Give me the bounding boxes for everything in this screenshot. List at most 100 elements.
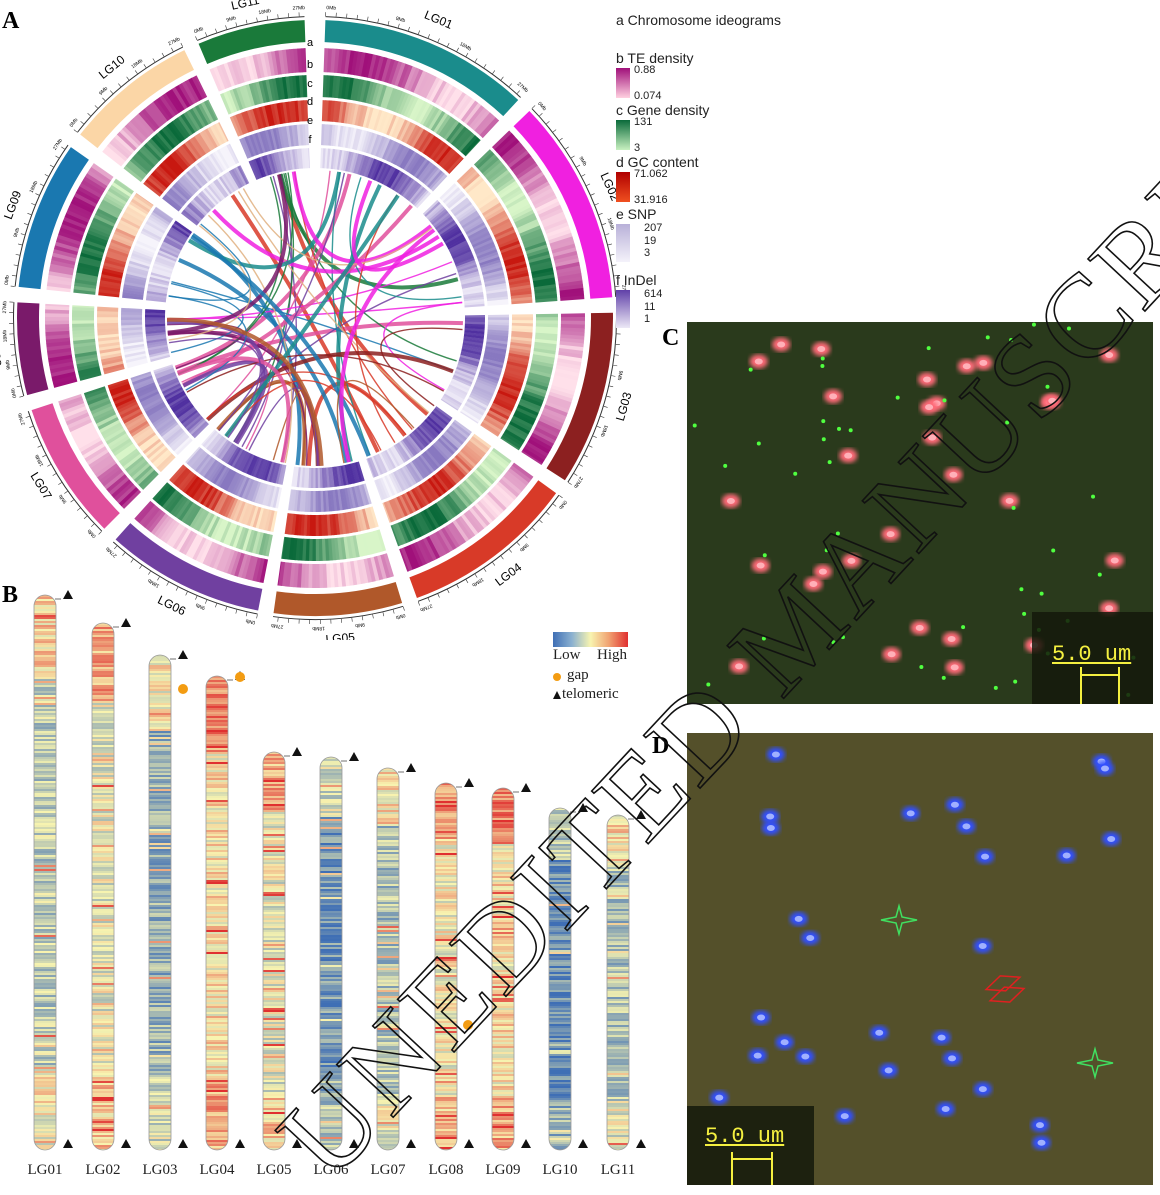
chromosome-signal-core bbox=[923, 376, 932, 383]
legend-d-title: d GC content bbox=[616, 154, 699, 170]
density-stripe bbox=[435, 1087, 457, 1090]
heatmap-cell bbox=[147, 344, 168, 351]
density-stripe bbox=[92, 929, 114, 932]
density-stripe bbox=[263, 960, 285, 963]
density-stripe bbox=[92, 959, 114, 962]
density-stripe bbox=[92, 853, 114, 856]
heatmap-cell bbox=[485, 285, 507, 292]
heatmap-cell bbox=[239, 165, 250, 184]
density-stripe bbox=[377, 846, 399, 849]
density-stripe bbox=[263, 896, 285, 899]
chromosome-signal-core bbox=[780, 1039, 789, 1046]
heatmap-cell bbox=[135, 467, 155, 485]
tick-mark bbox=[35, 193, 40, 196]
tick-mark bbox=[157, 576, 160, 581]
heatmap-cell bbox=[215, 178, 229, 197]
density-stripe bbox=[377, 810, 399, 813]
heatmap-cell bbox=[382, 139, 393, 160]
density-stripe bbox=[149, 673, 171, 676]
density-stripe bbox=[320, 849, 342, 852]
synteny-link bbox=[272, 389, 307, 466]
heatmap-cell bbox=[394, 62, 407, 87]
heatmap-cell bbox=[174, 148, 191, 168]
heatmap-cell bbox=[498, 478, 520, 498]
heatmap-cell bbox=[490, 218, 511, 231]
density-stripe bbox=[435, 1099, 457, 1102]
heatmap-cell bbox=[249, 134, 259, 156]
heatmap-cell bbox=[358, 534, 367, 557]
density-stripe bbox=[549, 974, 571, 977]
density-stripe bbox=[149, 903, 171, 906]
density-stripe bbox=[149, 827, 171, 830]
density-stripe bbox=[149, 1135, 171, 1138]
density-stripe bbox=[320, 843, 342, 846]
density-stripe bbox=[377, 892, 399, 895]
heatmap-cell bbox=[422, 75, 438, 99]
heatmap-cell bbox=[356, 461, 365, 482]
density-stripe bbox=[206, 686, 228, 689]
heatmap-cell bbox=[320, 490, 324, 512]
density-stripe bbox=[34, 825, 56, 828]
density-stripe bbox=[34, 695, 56, 698]
heatmap-cell bbox=[292, 563, 299, 588]
probe-signal bbox=[1039, 591, 1044, 596]
density-stripe bbox=[92, 663, 114, 666]
density-stripe bbox=[492, 868, 514, 871]
density-stripe bbox=[320, 923, 342, 926]
heatmap-cell bbox=[235, 113, 247, 135]
heatmap-cell bbox=[157, 375, 178, 386]
heatmap-cell bbox=[93, 163, 114, 178]
density-stripe bbox=[206, 826, 228, 829]
heatmap-cell bbox=[480, 421, 501, 436]
density-stripe bbox=[492, 836, 514, 839]
density-stripe bbox=[435, 969, 457, 972]
density-stripe bbox=[435, 1065, 457, 1068]
density-stripe bbox=[607, 945, 629, 948]
heatmap-cell bbox=[416, 193, 431, 209]
heatmap-cell bbox=[273, 152, 281, 173]
heatmap-cell bbox=[536, 201, 561, 216]
heatmap-cell bbox=[196, 193, 213, 211]
heatmap-cell bbox=[559, 341, 584, 348]
heatmap-cell bbox=[525, 178, 549, 194]
density-stripe bbox=[149, 749, 171, 752]
tick-mark bbox=[573, 473, 578, 476]
heatmap-cell bbox=[533, 344, 557, 352]
heatmap-cell bbox=[346, 487, 354, 509]
heatmap-cell bbox=[135, 113, 155, 135]
heatmap-cell bbox=[390, 472, 403, 493]
heatmap-cell bbox=[124, 278, 146, 286]
heatmap-cell bbox=[491, 447, 512, 464]
density-stripe bbox=[34, 725, 56, 728]
heatmap-cell bbox=[462, 340, 484, 347]
density-stripe bbox=[34, 841, 56, 844]
heatmap-cell bbox=[457, 516, 476, 538]
heatmap-cell bbox=[429, 412, 447, 428]
density-stripe bbox=[492, 1020, 514, 1023]
density-stripe bbox=[435, 1045, 457, 1048]
density-stripe bbox=[149, 963, 171, 966]
probe-signal bbox=[692, 423, 697, 428]
tick-mark bbox=[152, 58, 156, 63]
heatmap-cell bbox=[195, 538, 210, 562]
density-stripe bbox=[263, 782, 285, 785]
density-stripe bbox=[377, 866, 399, 869]
density-stripe bbox=[34, 959, 56, 962]
heatmap-cell bbox=[460, 171, 479, 188]
density-stripe bbox=[435, 1119, 457, 1122]
heatmap-cell bbox=[96, 413, 118, 427]
density-stripe bbox=[149, 1143, 171, 1146]
density-stripe bbox=[263, 1118, 285, 1121]
density-stripe bbox=[206, 1096, 228, 1099]
tick-label: 27Mb bbox=[17, 412, 27, 426]
heatmap-cell bbox=[282, 49, 289, 74]
density-stripe bbox=[149, 1009, 171, 1012]
chromosome-lg02: LG020Mb9Mb18Mb27Mb bbox=[422, 101, 627, 308]
density-stripe bbox=[435, 1139, 457, 1142]
density-stripe bbox=[377, 848, 399, 851]
telomere-icon bbox=[63, 1139, 73, 1148]
heatmap-cell bbox=[338, 76, 345, 99]
density-stripe bbox=[34, 641, 56, 644]
density-stripe bbox=[320, 835, 342, 838]
density-stripe bbox=[149, 681, 171, 684]
